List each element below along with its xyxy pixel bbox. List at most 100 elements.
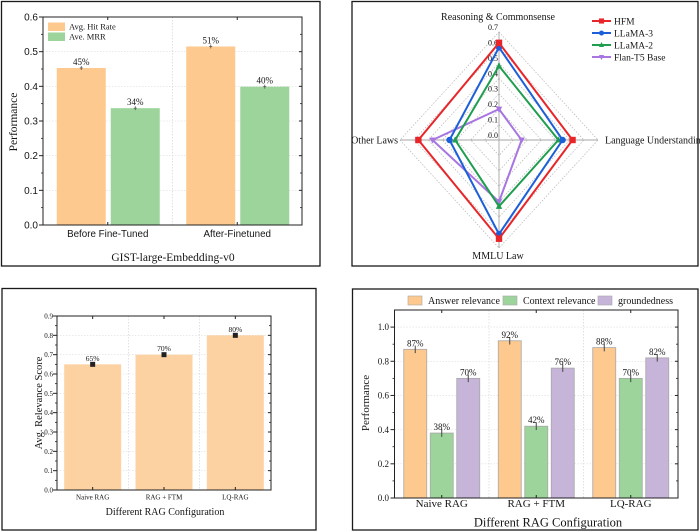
bar: [618, 377, 643, 499]
panel-rag-metrics-grouped-bar-chart: 0.0 0.2 0.4 0.6 0.8 1.0 Naive RAG RAG + FTM LQ-R…: [351, 288, 699, 531]
legend-label: LLaMA-2: [614, 41, 653, 51]
data-label: 87%: [407, 338, 424, 348]
legend-swatch: [597, 295, 613, 306]
legend-label: Flan-T5 Base: [614, 53, 665, 63]
legend-marker: [598, 30, 605, 36]
legend-marker: [598, 42, 605, 48]
y-tick-label: 0.3: [24, 117, 38, 128]
y-tick-label: 0.1: [24, 186, 38, 197]
bar: [403, 348, 428, 499]
y-tick-label: 0.6: [378, 391, 390, 401]
bar: [135, 354, 193, 490]
radar-point-marker: [495, 62, 503, 69]
point-marker: [161, 352, 167, 358]
radar-tick-label: 0.2: [488, 100, 498, 109]
bar: [550, 367, 575, 499]
y-tick-label: 0.4: [24, 82, 38, 93]
radar-point-marker: [451, 136, 459, 143]
legend-marker: [598, 18, 605, 24]
y-tick-label: 0.5: [44, 390, 53, 398]
radar-tick-label: 0.0: [488, 131, 498, 140]
radar-point-marker: [495, 106, 503, 113]
data-label: 92%: [502, 330, 519, 340]
y-tick-label: 0.4: [44, 409, 53, 417]
y-tick-label: 0.8: [378, 356, 390, 366]
x-tick-label: Naive RAG: [76, 494, 109, 502]
x-tick-label: LQ-RAG: [610, 498, 652, 510]
radar-tick-label: 0.1: [488, 116, 498, 125]
radar-point-marker: [495, 39, 503, 46]
data-label: 38%: [434, 422, 451, 432]
data-label: 45%: [73, 57, 90, 67]
radar-tick-label: 0.4: [488, 69, 498, 78]
panel-frame: [351, 288, 699, 531]
radar-axis-label: Other Laws: [351, 136, 398, 147]
y-tick-label: 0.2: [44, 448, 53, 456]
legend-swatch: [502, 295, 518, 306]
panel-frame: [351, 0, 699, 267]
y-tick-label: 0.3: [44, 428, 53, 436]
y-tick-label: 0.2: [24, 151, 38, 162]
bar: [497, 340, 522, 499]
bar: [110, 108, 160, 225]
x-tick-label: After-Finetuned: [203, 229, 271, 240]
y-tick-label: 0.0: [44, 486, 53, 494]
panel-relevance-score-bar-chart: 0.0 0.1 0.2 0.3 0.4 0.5 0.6 0.7 0.8 0.9 Naive RAG R…: [1, 287, 317, 531]
bar: [645, 357, 670, 499]
panel-embedding-retrieval-bar-chart: 0.0 0.1 0.2 0.3 0.4 0.5 0.6 Before Fine-Tuned Af…: [0, 0, 321, 267]
radar-point-marker: [518, 137, 525, 144]
data-label: 70%: [157, 344, 171, 353]
data-label: 82%: [649, 347, 666, 357]
radar-point-marker: [495, 202, 503, 209]
x-axis-title: GIST-large-Embedding-v0: [111, 252, 235, 264]
bar: [592, 347, 617, 499]
y-axis-title: Performance: [360, 375, 372, 431]
data-label: 70%: [623, 367, 640, 377]
radar-tick-label: 0.7: [488, 23, 498, 32]
radar-series-line: [453, 64, 560, 208]
x-tick-label: Before Fine-Tuned: [67, 229, 148, 240]
y-tick-label: 1.0: [378, 322, 390, 332]
data-label: 80%: [228, 325, 242, 334]
y-tick-label: 0.9: [44, 312, 53, 320]
data-label: 76%: [555, 357, 572, 367]
legend-label: Answer relevance: [428, 296, 500, 307]
y-tick-label: 0.0: [24, 221, 38, 232]
bar: [186, 46, 236, 225]
x-axis-title: Different RAG Configuration: [474, 516, 623, 530]
data-label: 51%: [203, 35, 220, 45]
legend-label: LLaMA-3: [614, 29, 653, 39]
legend-swatch: [48, 32, 65, 41]
bar: [64, 364, 122, 490]
radar-axis-label: Language Understanding: [605, 136, 700, 147]
point-marker: [90, 361, 96, 367]
legend-marker: [598, 54, 605, 60]
y-tick-label: 0.2: [378, 459, 389, 469]
radar-point-marker: [415, 136, 422, 144]
y-tick-label: 0.4: [378, 425, 390, 435]
y-tick-label: 0.0: [378, 493, 390, 503]
data-label: 42%: [528, 415, 545, 425]
radar-tick-label: 0.6: [488, 38, 498, 47]
bar: [456, 377, 481, 499]
data-label: 70%: [460, 367, 477, 377]
data-label: 88%: [596, 337, 613, 347]
bar: [240, 86, 290, 226]
y-tick-label: 0.6: [24, 13, 38, 24]
x-axis-title: Different RAG Configuration: [106, 507, 225, 518]
legend-label: groundedness: [618, 296, 673, 307]
x-tick-label: LQ-RAG: [222, 494, 248, 502]
y-axis-title: Avg. Relevance Score: [34, 356, 45, 449]
radar-point-marker: [429, 137, 436, 144]
y-axis-title: Performance: [8, 93, 20, 152]
radar-point-marker: [559, 136, 566, 144]
radar-point-marker: [569, 136, 576, 144]
y-tick-label: 0.8: [44, 332, 53, 340]
bar: [524, 425, 549, 499]
legend-label: Context relevance: [523, 296, 596, 307]
radar-grid-ring: [470, 108, 528, 172]
legend-label: Avg. Hit Rate: [69, 22, 116, 32]
